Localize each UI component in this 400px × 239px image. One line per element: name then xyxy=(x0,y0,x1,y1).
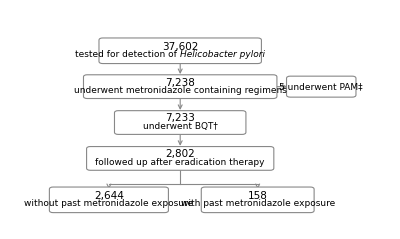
Text: underwent metronidazole containing regimens: underwent metronidazole containing regim… xyxy=(74,86,287,95)
Text: tested for detection of: tested for detection of xyxy=(76,50,180,59)
Text: without past metronidazole exposure: without past metronidazole exposure xyxy=(24,199,194,208)
FancyBboxPatch shape xyxy=(114,111,246,134)
Text: with past metronidazole exposure: with past metronidazole exposure xyxy=(180,199,335,208)
Text: 5 underwent PAM‡: 5 underwent PAM‡ xyxy=(280,82,363,91)
FancyBboxPatch shape xyxy=(86,147,274,170)
Text: 158: 158 xyxy=(248,191,268,201)
Text: 7,233: 7,233 xyxy=(165,114,195,124)
FancyBboxPatch shape xyxy=(99,38,262,64)
Text: 37,602: 37,602 xyxy=(162,42,198,52)
Text: Helicobacter pylori: Helicobacter pylori xyxy=(180,50,265,59)
Text: 7,238: 7,238 xyxy=(165,78,195,88)
FancyBboxPatch shape xyxy=(201,187,314,213)
Text: 2,802: 2,802 xyxy=(165,149,195,159)
FancyBboxPatch shape xyxy=(84,75,277,98)
FancyBboxPatch shape xyxy=(286,76,356,97)
FancyBboxPatch shape xyxy=(49,187,168,213)
Text: 2,644: 2,644 xyxy=(94,191,124,201)
Text: followed up after eradication therapy: followed up after eradication therapy xyxy=(96,158,265,167)
Text: underwent BQT†: underwent BQT† xyxy=(143,122,218,131)
